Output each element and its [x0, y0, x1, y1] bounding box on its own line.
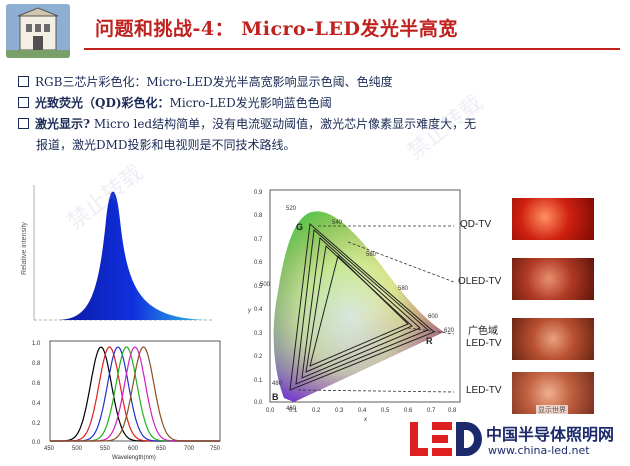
checkbox-icon: [18, 76, 29, 87]
bullet-text: Micro-LED发光影响蓝色色阈: [169, 96, 332, 110]
checkbox-icon: [18, 118, 29, 129]
gamut-triangle: [295, 228, 429, 385]
cie-xtick: 0.4: [358, 408, 367, 414]
gamut-triangle: [309, 255, 409, 367]
cie-xtick: 0.5: [381, 408, 390, 414]
multi-spectrum-figure: 1.0 0.8 0.6 0.4 0.2 0.0 450 500 550 600 …: [28, 335, 228, 461]
label-oled-tv: OLED-TV: [458, 276, 502, 287]
cie-xtick: 0.3: [335, 408, 344, 414]
checkbox-icon: [18, 97, 29, 108]
corner-label-b: B: [272, 392, 279, 402]
xtick: 650: [156, 446, 167, 452]
cie-ytick: 0.8: [254, 213, 263, 219]
cie-ytick: 0.1: [254, 378, 263, 384]
wavelength-label: 520: [286, 206, 297, 212]
emission-curve: [50, 346, 220, 442]
cie-xtick: 0.0: [266, 408, 275, 414]
wavelength-label: 560: [366, 252, 377, 258]
ytick: 1.0: [32, 341, 41, 347]
label-qd-tv: QD-TV: [460, 219, 492, 230]
bullet-lead: 激光显示?: [35, 117, 91, 131]
leader-line: [407, 327, 455, 335]
leader-line: [347, 241, 455, 283]
xtick: 550: [100, 446, 111, 452]
xtick: 750: [210, 446, 221, 452]
xtick: 450: [44, 446, 55, 452]
wavelength-label: 480: [272, 381, 283, 387]
cie-ytick: 0.9: [254, 190, 263, 196]
cie-xtick: 0.6: [404, 408, 413, 414]
cie-ytick: 0.3: [254, 331, 263, 337]
bullet-3: 激光显示? Micro led结构简单，没有电流驱动阈值，激光芯片像素显示难度大…: [18, 114, 476, 134]
ytick: 0.8: [32, 361, 41, 367]
led-logo: [408, 418, 482, 466]
title-underline: [84, 48, 620, 50]
gamut-triangle: [301, 236, 421, 379]
label-led-tv-2: LED-TV: [466, 385, 502, 396]
wavelength-label: 460: [286, 406, 297, 412]
wavelength-label: 540: [332, 220, 343, 226]
emission-spectrum-figure: Relative intensity: [18, 180, 218, 330]
flower-image-3: [512, 318, 594, 360]
cie-ylabel: y: [248, 308, 252, 314]
xtick: 500: [72, 446, 83, 452]
spectral-locus-white: [273, 211, 444, 402]
xtick: 600: [128, 446, 139, 452]
gamut-triangle: [289, 223, 435, 391]
cie-xtick: 0.8: [448, 408, 457, 414]
corner-label-g: G: [296, 222, 303, 232]
cie-xtick: 0.7: [427, 408, 436, 414]
wavelength-label: 500: [260, 282, 271, 288]
bullet-lead: 光致荧光（QD)彩色化：: [35, 96, 170, 110]
bullet-text: Micro led结构简单，没有电流驱动阈值，激光芯片像素显示难度大，无: [90, 117, 477, 131]
corner-label-r: R: [426, 336, 433, 346]
university-logo: [6, 4, 70, 58]
bullet-text: 报道，激光DMD投影和电视则是不同技术路线。: [36, 138, 296, 152]
bullet-text: RGB三芯片彩色化：Micro-LED发光半高宽影响显示色阈、色纯度: [35, 75, 393, 89]
ytick: 0.0: [32, 440, 41, 446]
leader-line: [297, 389, 455, 393]
cie-gamut-figure: 0.9 0.8 0.7 0.6 0.5 0.4 0.3 0.2 0.1 0.0 …: [247, 182, 508, 423]
brand-url: www.china-led.net: [488, 444, 590, 457]
spectrum-ylabel: Relative intensity: [21, 222, 28, 275]
brand-name: 中国半导体照明网: [486, 425, 615, 444]
cie-ytick: 0.5: [254, 284, 263, 290]
bullet-1: RGB三芯片彩色化：Micro-LED发光半高宽影响显示色阈、色纯度: [18, 72, 393, 92]
wavelength-label: 600: [428, 314, 439, 320]
flower-image-1: [512, 198, 594, 240]
cie-ytick: 0.0: [254, 400, 263, 406]
cie-xtick: 0.1: [289, 408, 298, 414]
cie-xtick: 0.2: [312, 408, 321, 414]
ytick: 0.2: [32, 421, 41, 427]
flower-image-2: [512, 258, 594, 300]
cie-ytick: 0.6: [254, 260, 263, 266]
cie-ytick: 0.7: [254, 237, 263, 243]
bullet-3-continued: 报道，激光DMD投影和电视则是不同技术路线。: [36, 135, 296, 155]
emission-peak: [58, 191, 208, 320]
cie-ytick: 0.2: [254, 354, 263, 360]
spectrum-xlabel: Wavelength(nm): [112, 455, 156, 461]
page-title: 问题和挑战-4： Micro-LED发光半高宽: [95, 18, 458, 40]
bullet-2: 光致荧光（QD)彩色化：Micro-LED发光影响蓝色色阈: [18, 93, 332, 113]
wavelength-label: 580: [398, 286, 409, 292]
cie-ytick: 0.4: [254, 307, 263, 313]
xtick: 700: [184, 446, 195, 452]
header: 问题和挑战-4： Micro-LED发光半高宽: [0, 0, 630, 62]
wavelength-label: 620: [444, 328, 455, 334]
ytick: 0.6: [32, 381, 41, 387]
ytick: 0.4: [32, 401, 41, 407]
label-wide-gamut: 广色域: [468, 326, 498, 337]
cie-xlabel: x: [363, 417, 368, 422]
wechat-label: 显示世界: [536, 405, 568, 415]
label-led-tv-1: LED-TV: [466, 338, 502, 349]
